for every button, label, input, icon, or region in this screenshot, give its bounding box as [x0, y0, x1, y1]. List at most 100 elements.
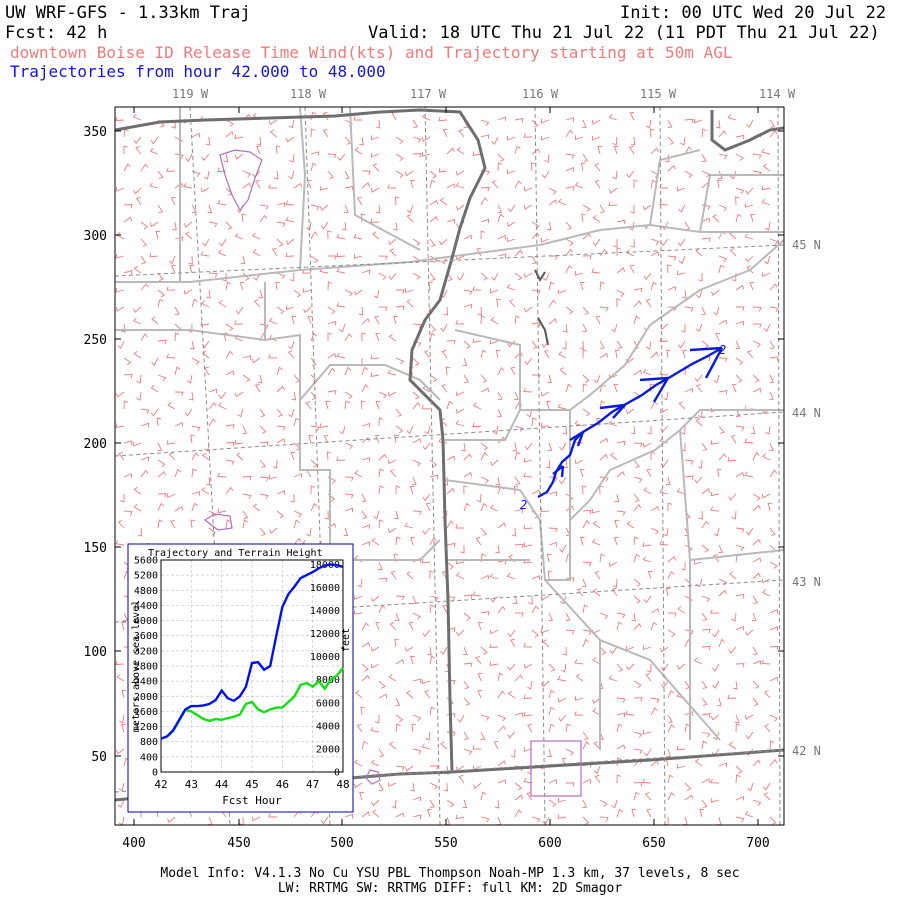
wind-barb	[701, 645, 711, 651]
wind-barb	[523, 747, 533, 752]
wind-barb	[446, 183, 456, 189]
wind-barb	[665, 587, 671, 597]
wind-barb	[582, 778, 592, 784]
wind-barb	[713, 553, 720, 563]
wind-barb	[514, 180, 522, 189]
wind-barb	[136, 391, 142, 401]
wind-barb	[378, 391, 388, 399]
wind-barb	[497, 162, 503, 172]
wind-barb	[422, 493, 431, 502]
wind-barb	[480, 646, 488, 655]
wind-barb	[203, 170, 210, 180]
wind-barb	[217, 249, 227, 257]
wind-barb	[582, 349, 588, 359]
wind-barb	[647, 425, 652, 435]
wind-barb	[115, 253, 125, 259]
wind-barb	[678, 204, 686, 213]
wind-barb	[463, 662, 473, 667]
wind-barb	[310, 503, 318, 512]
inset-left-tick: 0	[152, 768, 158, 779]
wind-barb	[769, 356, 779, 361]
wind-barb	[191, 132, 201, 138]
wind-barb	[239, 281, 245, 291]
wind-barb	[531, 417, 537, 427]
wind-barb	[409, 485, 415, 495]
wind-barb	[547, 748, 552, 758]
wind-barb	[710, 506, 720, 512]
wind-barb	[548, 491, 558, 496]
wind-barb	[217, 199, 227, 206]
wind-barb	[327, 306, 336, 315]
wind-barb	[744, 714, 754, 720]
terrain-series-line	[160, 667, 344, 740]
wind-barb	[744, 471, 754, 478]
wind-barb	[769, 469, 778, 478]
wind-barb	[659, 337, 669, 343]
wind-barb	[429, 655, 436, 665]
wind-barb	[344, 507, 354, 513]
wind-barb	[574, 181, 584, 189]
wind-barb	[579, 281, 585, 291]
wind-barb	[463, 594, 473, 599]
wind-barb	[506, 572, 516, 580]
wind-barb	[429, 332, 436, 342]
wind-barb	[616, 267, 626, 274]
wind-barb	[308, 434, 314, 444]
wind-barb	[548, 723, 555, 733]
wind-barb	[123, 400, 129, 410]
wind-barb	[240, 255, 246, 265]
wind-barb	[356, 723, 363, 733]
wind-barb	[293, 182, 303, 189]
wind-barb	[251, 357, 261, 364]
wind-barb	[412, 748, 422, 755]
wind-barb	[115, 423, 125, 429]
wind-barb	[718, 638, 726, 648]
wind-barb	[718, 425, 725, 435]
wind-barb	[667, 164, 676, 172]
wind-barb	[548, 689, 555, 699]
wind-barb	[353, 289, 363, 296]
wind-barb	[735, 306, 745, 311]
wind-barb	[614, 519, 619, 529]
wind-barb	[305, 400, 312, 410]
wind-barb	[429, 765, 439, 770]
wind-barb	[391, 799, 397, 809]
wind-barb	[322, 111, 329, 121]
wind-barb	[495, 476, 500, 486]
wind-barb	[718, 589, 727, 597]
wind-barb	[225, 221, 233, 230]
wind-barb	[391, 111, 397, 121]
wind-barb	[132, 113, 142, 121]
wind-barb	[548, 612, 553, 622]
wind-barb	[374, 434, 380, 444]
y-tick-label: 350	[84, 125, 107, 140]
wind-barb	[633, 623, 642, 631]
wind-barb	[410, 179, 415, 189]
wind-barb	[361, 269, 371, 275]
wind-barb	[718, 357, 728, 363]
longitude-label: 119 W	[172, 87, 209, 101]
wind-barb	[630, 136, 636, 146]
wind-barb	[667, 774, 674, 784]
wind-barb	[677, 606, 686, 614]
map-subtitle: downtown Boise ID Release Time Wind(kts)…	[10, 43, 733, 62]
wind-barb	[225, 130, 234, 138]
wind-barb	[341, 221, 347, 231]
wind-barb	[429, 537, 437, 546]
wind-barb	[577, 587, 584, 597]
wind-barb	[375, 621, 380, 631]
wind-barb	[633, 459, 640, 469]
wind-barb	[140, 238, 148, 247]
inset-right-tick: 12000	[310, 629, 340, 640]
wind-barb	[149, 221, 159, 228]
wind-barb	[531, 340, 538, 350]
wind-barb	[633, 781, 643, 787]
wind-barb	[480, 476, 489, 484]
wind-barb	[684, 146, 692, 155]
wind-barb	[132, 441, 142, 447]
wind-barb	[325, 400, 330, 410]
inset-left-tick: 4000	[134, 616, 158, 627]
wind-barb	[735, 357, 744, 366]
wind-barb	[133, 350, 142, 359]
wind-barb	[765, 425, 771, 435]
